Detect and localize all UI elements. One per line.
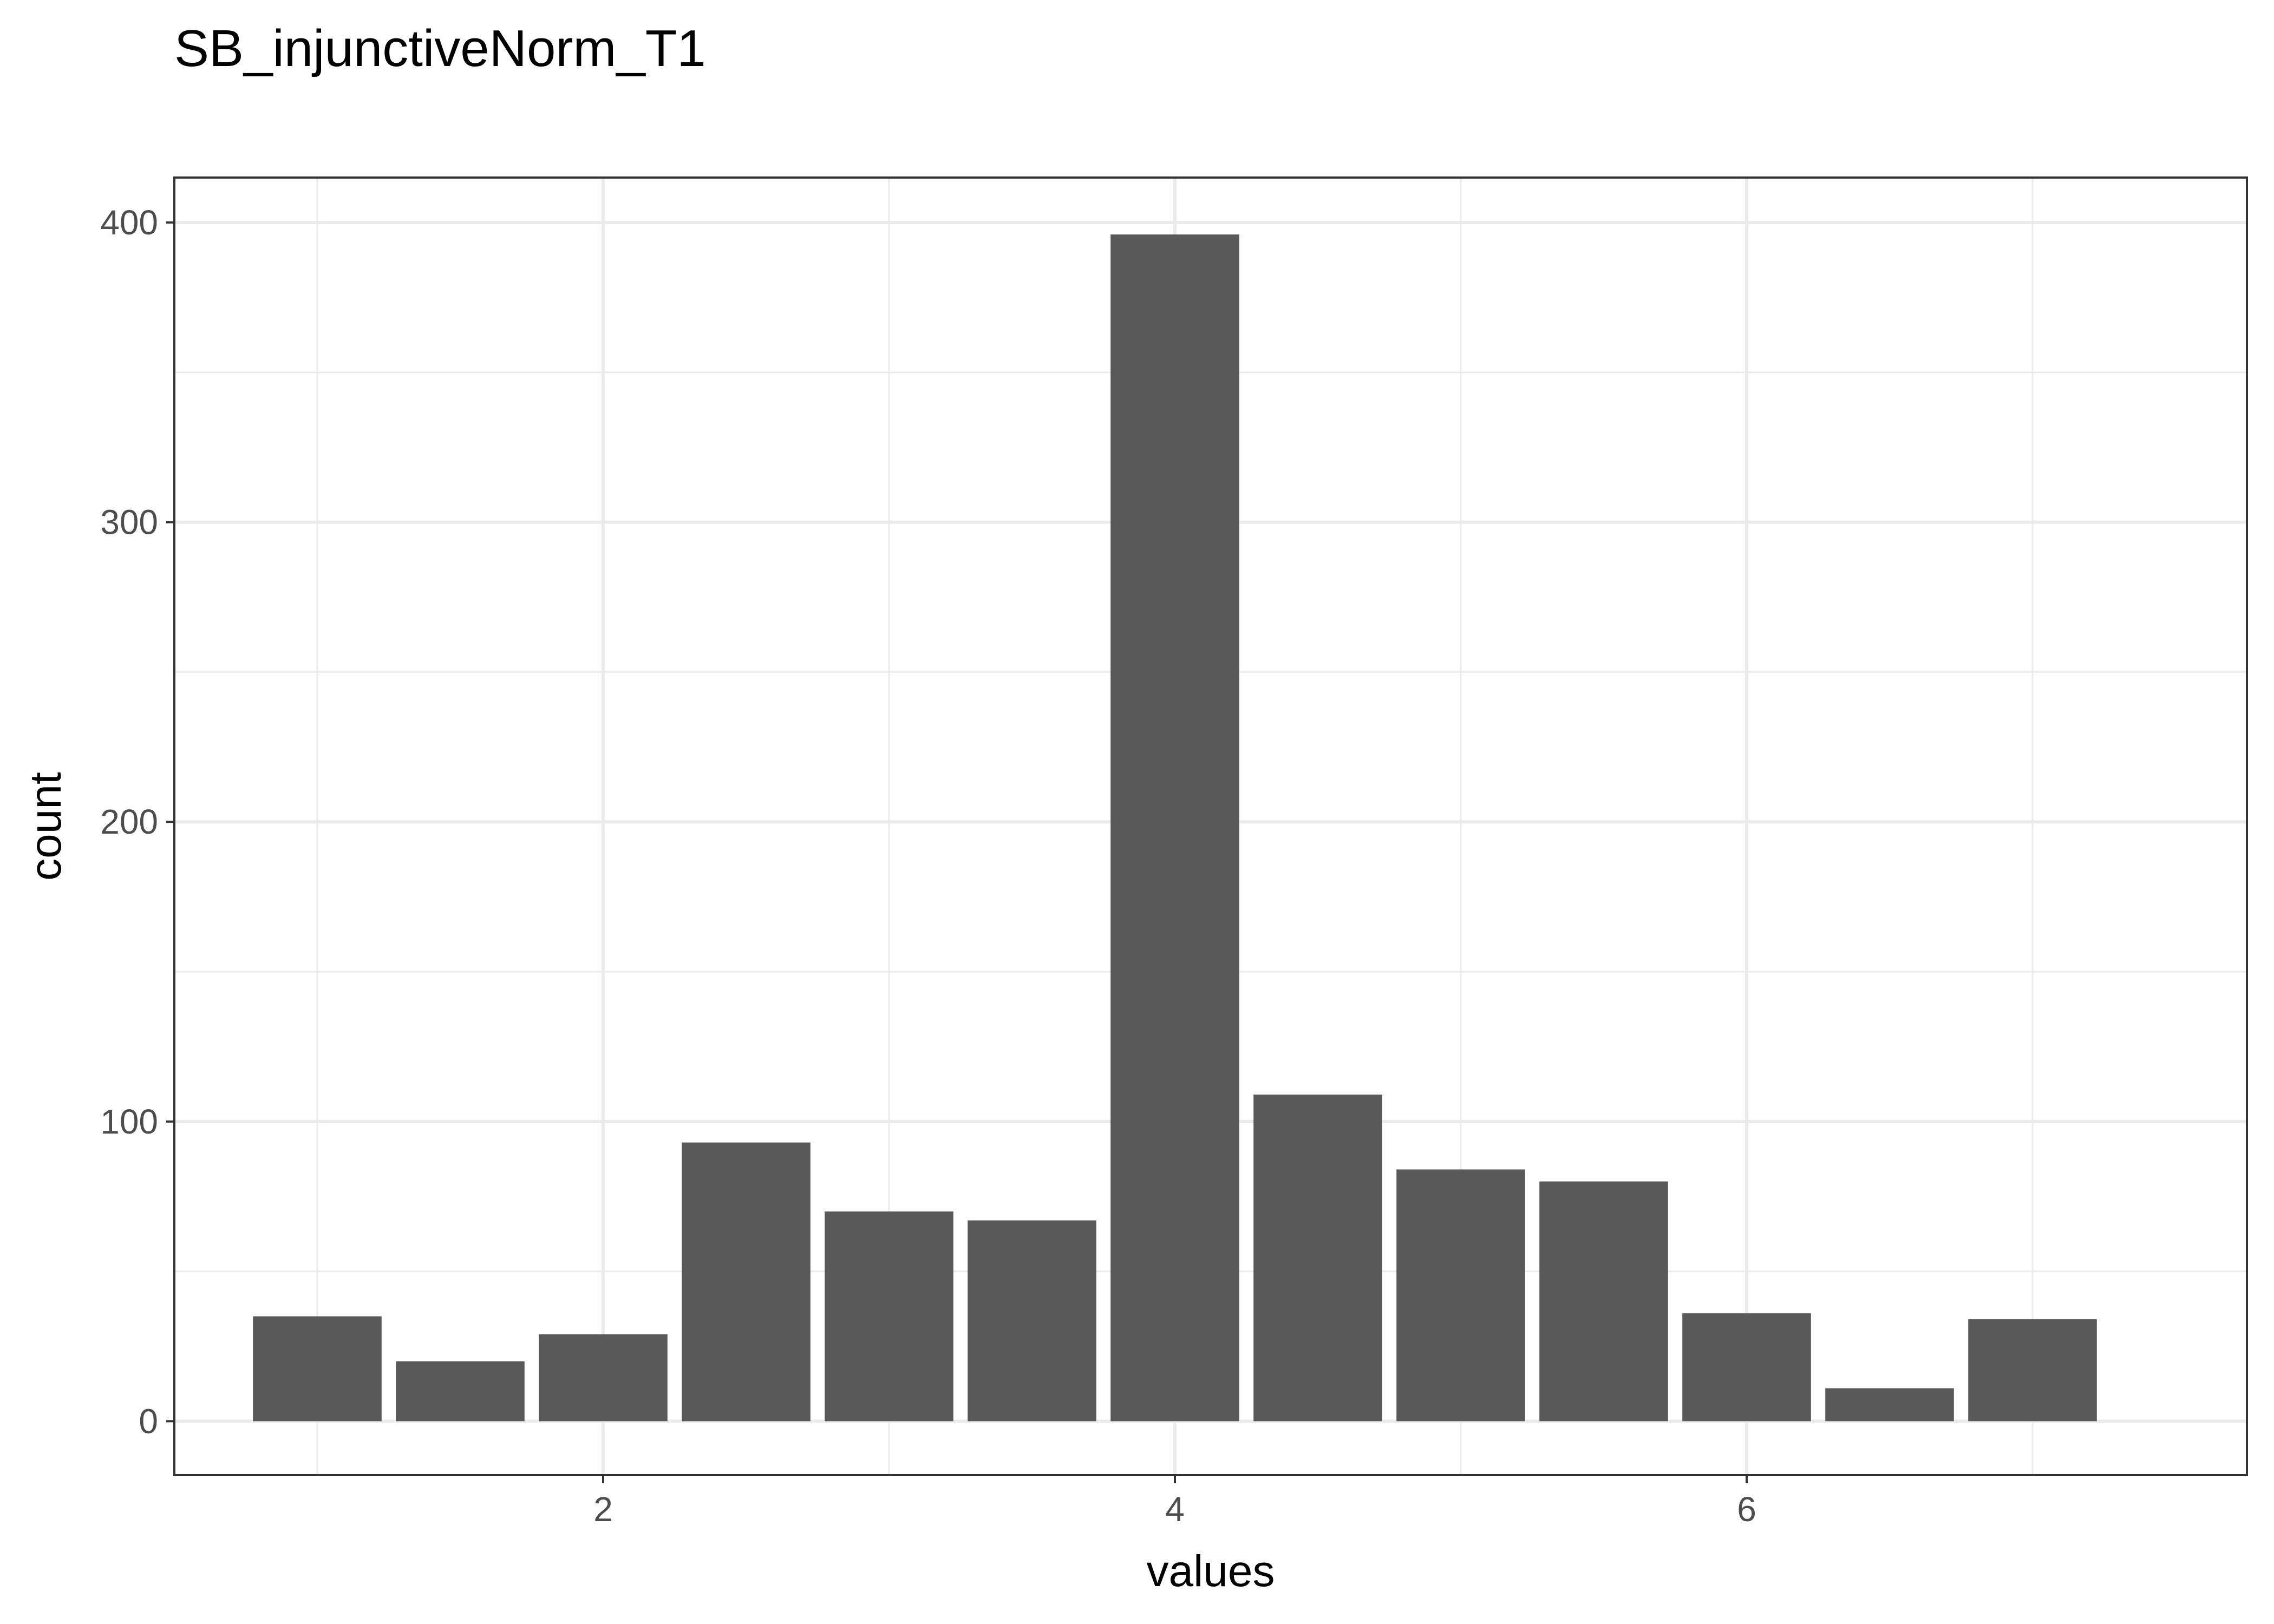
x-tick-label: 4 [1165,1490,1185,1529]
histogram-bar [1110,234,1239,1422]
histogram-bar [1825,1388,1954,1422]
x-axis-title: values [1146,1547,1275,1596]
y-axis-title: count [21,772,70,881]
histogram-bar [396,1361,525,1422]
x-tick-label: 6 [1737,1490,1756,1529]
histogram-bar [253,1316,382,1422]
y-tick-label: 400 [100,203,158,242]
bars [253,234,2097,1422]
histogram-bar [1968,1319,2097,1422]
histogram-bar [682,1142,811,1422]
histogram-bar [1682,1313,1811,1422]
y-axis-ticks: 0 100 200 300 400 [100,203,174,1440]
panel-border [173,176,2248,1476]
chart-title: SB_injunctiveNorm_T1 [174,19,706,77]
histogram-bar [968,1220,1096,1422]
y-tick-label: 0 [139,1402,158,1440]
histogram-bar [825,1211,953,1422]
histogram-bar [1396,1169,1525,1422]
y-tick-label: 100 [100,1102,158,1141]
histogram-bar [539,1334,668,1422]
x-tick-label: 2 [593,1490,613,1529]
y-tick-label: 300 [100,503,158,542]
histogram-bar [1539,1181,1668,1422]
histogram-bar [1253,1094,1382,1422]
x-axis-ticks: 2 4 6 [593,1475,1756,1529]
y-tick-label: 200 [100,802,158,841]
